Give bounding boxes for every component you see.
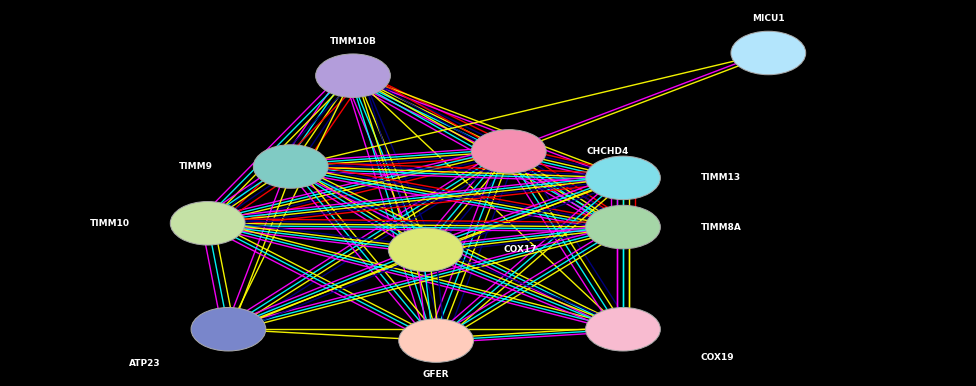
Ellipse shape — [191, 308, 265, 351]
Ellipse shape — [586, 156, 661, 200]
Text: GFER: GFER — [423, 370, 449, 379]
Ellipse shape — [254, 145, 328, 188]
Text: TIMM9: TIMM9 — [179, 162, 213, 171]
Ellipse shape — [170, 201, 245, 245]
Text: TIMM8A: TIMM8A — [701, 223, 742, 232]
Text: TIMM10B: TIMM10B — [330, 37, 377, 46]
Ellipse shape — [388, 228, 463, 271]
Text: COX19: COX19 — [701, 353, 735, 362]
Ellipse shape — [315, 54, 390, 97]
Text: CHCHD4: CHCHD4 — [587, 147, 629, 156]
Ellipse shape — [731, 31, 806, 75]
Ellipse shape — [586, 308, 661, 351]
Text: ATP23: ATP23 — [129, 359, 161, 368]
Text: TIMM10: TIMM10 — [90, 219, 130, 228]
Text: COX17: COX17 — [504, 245, 537, 254]
Text: TIMM13: TIMM13 — [701, 173, 741, 182]
Ellipse shape — [586, 205, 661, 249]
Ellipse shape — [471, 130, 547, 173]
Ellipse shape — [399, 319, 473, 362]
Text: MICU1: MICU1 — [752, 14, 785, 24]
